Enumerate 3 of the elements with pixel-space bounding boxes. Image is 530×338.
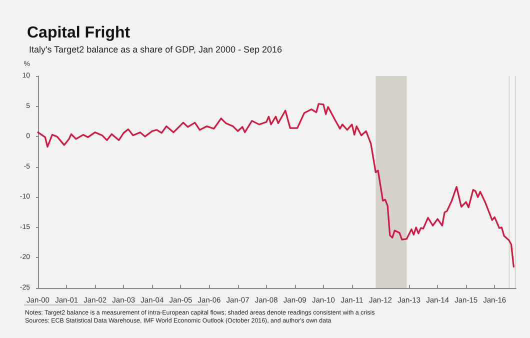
chart-subtitle: Italy's Target2 balance as a share of GDP, Jan 2000 - Sep 2016 xyxy=(29,44,282,54)
line-series xyxy=(37,103,514,268)
chart-title: Capital Fright xyxy=(27,24,131,42)
